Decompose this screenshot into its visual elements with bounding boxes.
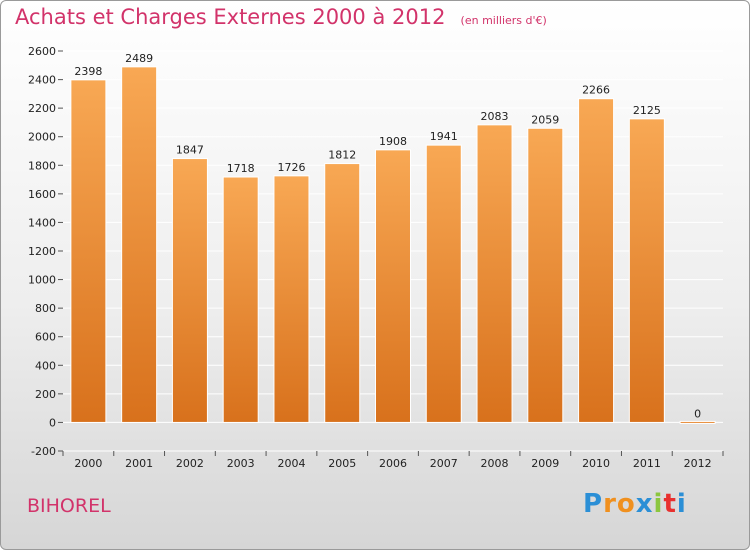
x-tick-label: 2011 xyxy=(633,457,661,470)
value-label: 2489 xyxy=(125,52,153,65)
x-tick-label: 2004 xyxy=(277,457,305,470)
bar-2005 xyxy=(324,163,361,423)
x-tick-label: 2007 xyxy=(430,457,458,470)
x-tick-label: 2005 xyxy=(328,457,356,470)
bar-2002 xyxy=(171,158,208,423)
value-label: 1726 xyxy=(277,161,305,174)
logo-letter: i xyxy=(676,489,687,519)
chart-title: Achats et Charges Externes 2000 à 2012 xyxy=(15,5,446,29)
y-tick-label: 800 xyxy=(35,302,56,315)
y-tick-label: 2200 xyxy=(28,102,56,115)
bar-2006 xyxy=(375,149,411,423)
y-tick-label: -200 xyxy=(31,445,56,458)
value-labels: 2398 2489 1847 1718 1726 1812 1908 1941 2083 2059… xyxy=(74,52,701,421)
y-tick-label: 200 xyxy=(35,388,56,401)
x-tick-label: 2001 xyxy=(125,457,153,470)
bar-2011 xyxy=(628,118,665,423)
bar-2009 xyxy=(527,127,564,423)
bars xyxy=(70,66,716,424)
logo-letter: x xyxy=(635,489,654,519)
logo-letter: i xyxy=(653,489,664,519)
value-label: 2083 xyxy=(481,110,509,123)
x-tick-label: 2003 xyxy=(227,457,255,470)
bar-2007 xyxy=(425,144,462,423)
bar-2000 xyxy=(70,79,107,423)
bar-2012 xyxy=(679,420,716,424)
value-label: 1908 xyxy=(379,135,407,148)
logo-letter: r xyxy=(603,489,617,519)
logo-letter: t xyxy=(663,489,677,519)
logo-letter: o xyxy=(616,489,636,519)
town-name: BIHOREL xyxy=(27,495,111,517)
y-tick-label: 1800 xyxy=(28,159,56,172)
y-axis: -200 0 200 400 600 800 1000 1200 1400 1600 1800 200… xyxy=(28,45,63,458)
x-tick-label: 2008 xyxy=(481,457,509,470)
value-label: 1941 xyxy=(430,130,458,143)
x-tick-label: 2010 xyxy=(582,457,610,470)
y-tick-label: 1400 xyxy=(28,216,56,229)
bar-2008 xyxy=(476,124,513,423)
value-label: 2059 xyxy=(531,113,559,126)
y-tick-label: 2600 xyxy=(28,45,56,58)
y-tick-label: 400 xyxy=(35,359,56,372)
y-tick-label: 1200 xyxy=(28,245,56,258)
x-tick-label: 2006 xyxy=(379,457,407,470)
bar-2003 xyxy=(222,176,259,423)
x-tick-label: 2012 xyxy=(684,457,712,470)
y-tick-label: 0 xyxy=(49,416,56,429)
value-label: 2125 xyxy=(633,104,661,117)
proxiti-logo: Proxiti xyxy=(583,489,687,519)
bar-2001 xyxy=(121,66,158,423)
value-label: 1847 xyxy=(176,144,204,157)
x-tick-label: 2002 xyxy=(176,457,204,470)
bar-2004 xyxy=(273,175,310,423)
x-tick-label: 2000 xyxy=(74,457,102,470)
x-tick-label: 2009 xyxy=(531,457,559,470)
x-axis: 2000 2001 2002 2003 2004 2005 2006 2007 2008 2009… xyxy=(62,451,724,470)
bar-2010 xyxy=(578,98,615,423)
logo-letter: P xyxy=(583,489,604,519)
value-label: 0 xyxy=(694,407,701,420)
y-tick-label: 1000 xyxy=(28,274,56,287)
chart-title-block: Achats et Charges Externes 2000 à 2012 (… xyxy=(15,5,547,29)
y-tick-label: 600 xyxy=(35,331,56,344)
y-tick-label: 1600 xyxy=(28,188,56,201)
y-tick-label: 2400 xyxy=(28,74,56,87)
value-label: 2266 xyxy=(582,84,610,97)
value-label: 2398 xyxy=(74,65,102,78)
unit-note: (en milliers d'€) xyxy=(460,14,547,27)
y-tick-label: 2000 xyxy=(28,131,56,144)
value-label: 1718 xyxy=(227,162,255,175)
value-label: 1812 xyxy=(328,149,356,162)
